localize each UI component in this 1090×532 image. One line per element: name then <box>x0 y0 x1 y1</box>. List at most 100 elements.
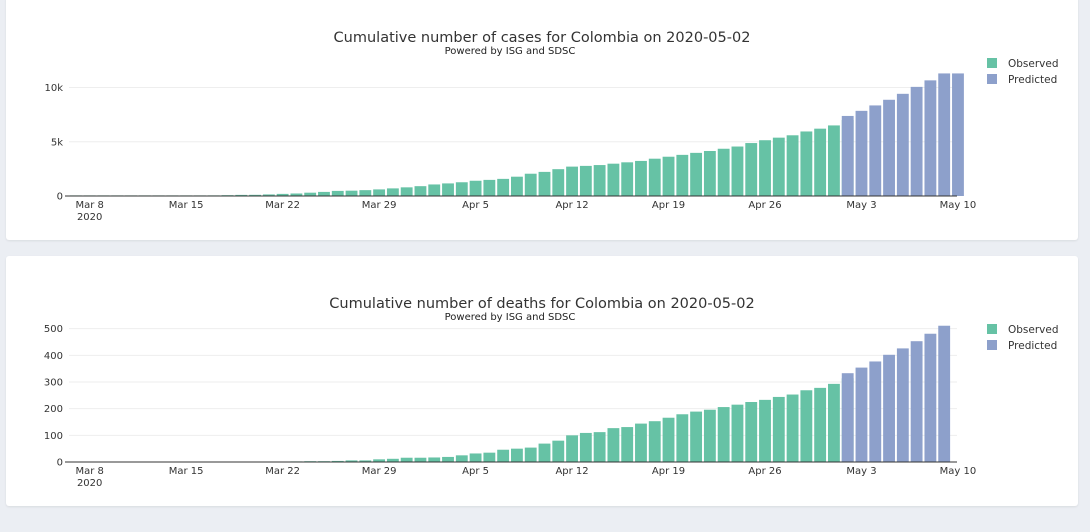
bar-observed[interactable] <box>772 137 785 196</box>
bar-observed[interactable] <box>635 160 647 196</box>
bar-predicted[interactable] <box>910 341 923 462</box>
bar-observed[interactable] <box>676 154 689 196</box>
bar-observed[interactable] <box>373 189 386 196</box>
bar-observed[interactable] <box>414 457 427 462</box>
bar-predicted[interactable] <box>910 86 923 196</box>
bar-observed[interactable] <box>442 456 454 462</box>
bar-observed[interactable] <box>455 182 468 196</box>
bar-observed[interactable] <box>759 140 771 196</box>
bar-observed[interactable] <box>442 183 454 196</box>
bar-observed[interactable] <box>731 146 744 196</box>
bar-observed[interactable] <box>386 458 399 462</box>
bar-observed[interactable] <box>497 449 510 462</box>
bar-predicted[interactable] <box>952 73 964 196</box>
bar-observed[interactable] <box>703 409 716 462</box>
bar-observed[interactable] <box>262 194 275 196</box>
bar-observed[interactable] <box>359 190 372 196</box>
bar-observed[interactable] <box>745 402 758 462</box>
bar-observed[interactable] <box>566 166 578 196</box>
bar-predicted[interactable] <box>938 73 951 196</box>
bar-observed[interactable] <box>249 194 261 196</box>
bar-observed[interactable] <box>483 452 496 462</box>
bar-observed[interactable] <box>455 455 468 462</box>
bar-observed[interactable] <box>731 404 744 462</box>
bar-observed[interactable] <box>648 421 661 462</box>
bar-observed[interactable] <box>469 180 482 196</box>
bar-observed[interactable] <box>538 171 551 196</box>
bar-observed[interactable] <box>593 432 606 462</box>
bar-observed[interactable] <box>593 165 606 196</box>
legend-item-predicted[interactable]: Predicted <box>987 74 1057 86</box>
bar-observed[interactable] <box>717 148 730 196</box>
bar-observed[interactable] <box>304 192 317 196</box>
bar-observed[interactable] <box>579 432 592 462</box>
bar-observed[interactable] <box>276 193 289 196</box>
bar-observed[interactable] <box>345 190 358 196</box>
bar-observed[interactable] <box>318 191 330 196</box>
bar-predicted[interactable] <box>841 373 854 462</box>
bar-observed[interactable] <box>717 407 730 462</box>
bar-predicted[interactable] <box>869 105 882 196</box>
bar-observed[interactable] <box>690 152 703 196</box>
bar-observed[interactable] <box>814 387 827 462</box>
legend-item-observed[interactable]: Observed <box>987 324 1059 336</box>
bar-observed[interactable] <box>827 125 840 196</box>
bar-observed[interactable] <box>786 394 799 462</box>
bar-observed[interactable] <box>662 156 675 196</box>
bar-observed[interactable] <box>483 179 496 196</box>
bar-observed[interactable] <box>786 135 799 196</box>
bar-predicted[interactable] <box>924 333 937 462</box>
bar-predicted[interactable] <box>896 348 909 462</box>
bar-observed[interactable] <box>331 460 344 462</box>
bar-predicted[interactable] <box>855 110 868 196</box>
bar-observed[interactable] <box>359 460 372 462</box>
bar-observed[interactable] <box>607 163 620 196</box>
bar-observed[interactable] <box>414 186 427 196</box>
bar-observed[interactable] <box>607 428 620 462</box>
bar-observed[interactable] <box>428 457 441 462</box>
bar-observed[interactable] <box>579 165 592 196</box>
bar-observed[interactable] <box>552 169 565 196</box>
bar-predicted[interactable] <box>883 99 895 196</box>
bar-predicted[interactable] <box>869 361 882 462</box>
bar-observed[interactable] <box>524 173 537 196</box>
bar-predicted[interactable] <box>896 93 909 196</box>
bar-observed[interactable] <box>745 143 758 196</box>
bar-observed[interactable] <box>538 443 551 462</box>
bar-observed[interactable] <box>635 423 647 462</box>
bar-observed[interactable] <box>800 131 813 196</box>
bar-observed[interactable] <box>621 162 634 196</box>
bar-observed[interactable] <box>662 417 675 462</box>
bar-observed[interactable] <box>814 128 827 196</box>
bar-observed[interactable] <box>290 193 303 196</box>
bar-predicted[interactable] <box>883 354 895 462</box>
bar-observed[interactable] <box>552 440 565 462</box>
bar-observed[interactable] <box>469 453 482 462</box>
legend-item-predicted[interactable]: Predicted <box>987 340 1057 352</box>
bar-predicted[interactable] <box>924 80 937 196</box>
bar-observed[interactable] <box>428 184 441 196</box>
bar-observed[interactable] <box>345 460 358 462</box>
bar-observed[interactable] <box>386 188 399 196</box>
bar-observed[interactable] <box>759 399 771 462</box>
bar-observed[interactable] <box>511 176 523 196</box>
bar-observed[interactable] <box>621 427 634 462</box>
legend-item-observed[interactable]: Observed <box>987 58 1059 70</box>
bar-observed[interactable] <box>400 457 413 462</box>
bar-predicted[interactable] <box>841 115 854 196</box>
bar-predicted[interactable] <box>938 325 951 462</box>
bar-observed[interactable] <box>827 383 840 462</box>
bar-observed[interactable] <box>400 187 413 196</box>
bar-observed[interactable] <box>800 390 813 462</box>
bar-observed[interactable] <box>331 190 344 196</box>
bar-observed[interactable] <box>511 448 523 462</box>
bar-observed[interactable] <box>566 435 578 462</box>
bar-observed[interactable] <box>772 396 785 462</box>
bar-observed[interactable] <box>690 411 703 462</box>
bar-observed[interactable] <box>373 459 386 462</box>
bar-observed[interactable] <box>648 158 661 196</box>
bar-observed[interactable] <box>703 150 716 196</box>
bar-observed[interactable] <box>497 178 510 196</box>
bar-observed[interactable] <box>524 447 537 462</box>
bar-predicted[interactable] <box>855 367 868 462</box>
